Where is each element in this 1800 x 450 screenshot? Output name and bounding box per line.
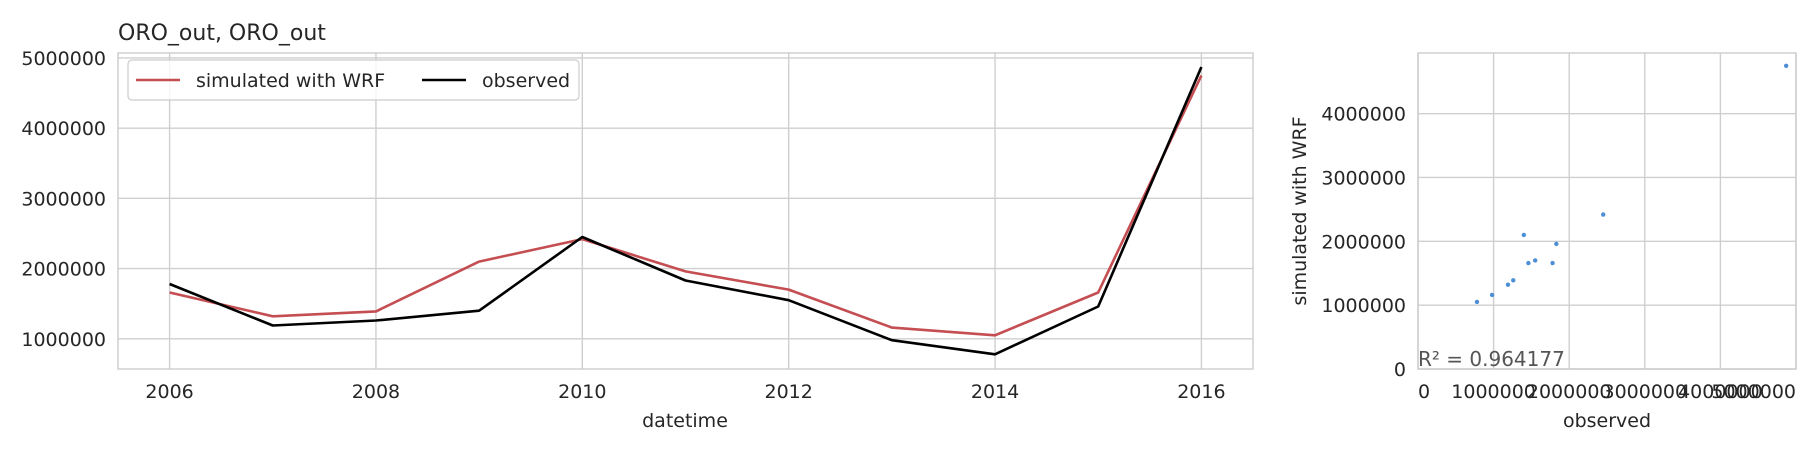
scatter-point <box>1511 278 1516 283</box>
scatter-point <box>1532 258 1538 263</box>
scatter-point <box>1526 260 1531 266</box>
series-line-simulated <box>169 74 1203 337</box>
scatter-grid <box>1417 53 1797 370</box>
scatter-point <box>1554 241 1559 247</box>
scatter-y-tick-label: 2000000 <box>1321 231 1406 253</box>
y-tick-label: 5000000 <box>21 48 106 70</box>
x-tick-label: 2006 <box>145 381 193 403</box>
series-line-observed <box>169 66 1203 356</box>
scatter-y-label: simulated with WRF <box>1289 116 1311 305</box>
y-tick-label: 1000000 <box>21 329 106 351</box>
timeseries-lines <box>169 66 1203 356</box>
timeseries-frame <box>117 52 1254 370</box>
timeseries-grid <box>118 53 1253 369</box>
scatter-point <box>1521 232 1527 238</box>
scatter-y-tick-label: 4000000 <box>1321 104 1406 126</box>
scatter-point <box>1505 282 1511 287</box>
scatter-points <box>1474 63 1789 305</box>
timeseries-plot: 2006 2008 2010 2012 2014 2016 1000000 2000000 30… <box>21 48 1254 432</box>
scatter-point <box>1601 212 1606 217</box>
scatter-point <box>1550 260 1555 266</box>
scatter-point <box>1489 292 1495 298</box>
scatter-ticks: 0 100000020000003000000400000050000000100… <box>1321 104 1796 403</box>
scatter-plot: 0 100000020000003000000400000050000000100… <box>1289 52 1797 432</box>
y-tick-label: 4000000 <box>21 118 106 140</box>
scatter-y-tick-label: 0 <box>1394 359 1406 381</box>
legend-label-simulated: simulated with WRF <box>196 70 385 92</box>
scatter-frame <box>1417 52 1797 370</box>
legend: simulated with WRF observed <box>127 59 580 101</box>
scatter-x-label: observed <box>1563 410 1651 432</box>
x-tick-label: 2008 <box>352 381 400 403</box>
scatter-x-tick-label: 4000000 <box>1678 381 1763 403</box>
chart-title: ORO_out, ORO_out <box>118 21 326 46</box>
scatter-x-tick-label: 1000000 <box>1451 381 1536 403</box>
scatter-x-tick-label: 0 <box>1418 381 1430 403</box>
scatter-point <box>1783 63 1789 68</box>
timeseries-ticks: 2006 2008 2010 2012 2014 2016 1000000 2000000 30… <box>21 48 1225 403</box>
scatter-x-tick-label: 5000000 <box>1711 381 1796 403</box>
scatter-y-tick-label: 1000000 <box>1321 295 1406 317</box>
x-tick-label: 2014 <box>971 381 1019 403</box>
scatter-x-tick-label: 3000000 <box>1602 381 1687 403</box>
scatter-x-tick-label: 2000000 <box>1527 381 1612 403</box>
timeseries-x-label: datetime <box>642 410 728 432</box>
r-squared-annotation: R² = 0.964177 <box>1418 347 1565 371</box>
x-tick-label: 2010 <box>558 381 606 403</box>
x-tick-label: 2016 <box>1177 381 1225 403</box>
scatter-point <box>1474 299 1480 305</box>
y-tick-label: 3000000 <box>21 188 106 210</box>
y-tick-label: 2000000 <box>21 259 106 281</box>
legend-box <box>127 59 580 101</box>
legend-label-observed: observed <box>482 70 570 92</box>
x-tick-label: 2012 <box>765 381 813 403</box>
scatter-y-tick-label: 3000000 <box>1321 167 1406 189</box>
